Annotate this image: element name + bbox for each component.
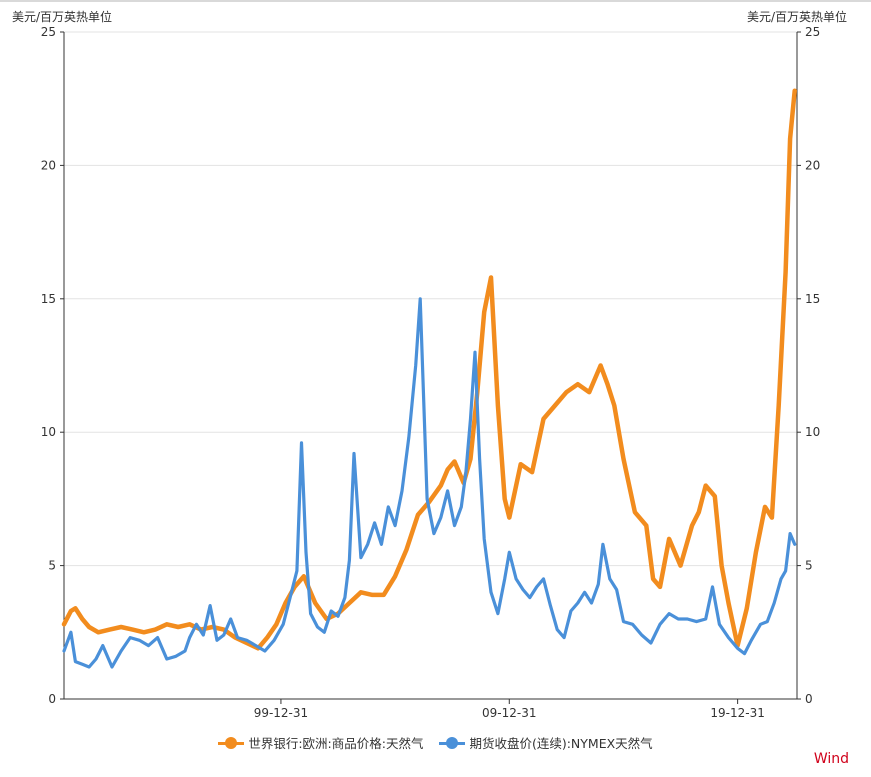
x-tick-label-19-12-31: 19-12-31 (710, 706, 764, 720)
y-tick-label-left-5: 5 (48, 559, 56, 573)
y-tick-label-right-5: 5 (805, 559, 813, 573)
y-tick-label-right-20: 20 (805, 158, 820, 172)
series-line-1 (62, 297, 797, 669)
y-tick-label-left-20: 20 (41, 158, 56, 172)
y-tick-label-left-25: 25 (41, 25, 56, 39)
y-axis-left-unit: 美元/百万英热单位 (12, 10, 113, 24)
chart-legend: 世界银行:欧洲:商品价格:天然气 期货收盘价(连续):NYMEX天然气 (0, 733, 871, 752)
x-tick-label-09-12-31: 09-12-31 (482, 706, 536, 720)
y-tick-label-right-15: 15 (805, 292, 820, 306)
y-tick-label-right-25: 25 (805, 25, 820, 39)
y-tick-label-left-15: 15 (41, 292, 56, 306)
y-tick-label-right-10: 10 (805, 425, 820, 439)
x-tick-label-99-12-31: 99-12-31 (254, 706, 308, 720)
y-tick-label-left-10: 10 (41, 425, 56, 439)
y-tick-label-left-0: 0 (48, 692, 56, 706)
series-line-0 (61, 88, 797, 651)
y-axis-right-unit: 美元/百万英热单位 (746, 10, 847, 24)
legend-marker-orange (218, 736, 245, 749)
legend-marker-blue (439, 736, 466, 749)
source-label: Wind (813, 751, 849, 767)
legend-label-nymex-gas: 期货收盘价(连续):NYMEX天然气 (469, 736, 653, 751)
y-tick-label-right-0: 0 (805, 692, 813, 706)
legend-label-europe-gas: 世界银行:欧洲:商品价格:天然气 (248, 736, 424, 751)
legend-item-europe-gas[interactable]: 世界银行:欧洲:商品价格:天然气 (218, 733, 423, 752)
legend-item-nymex-gas[interactable]: 期货收盘价(连续):NYMEX天然气 (439, 733, 653, 752)
top-border (0, 0, 871, 2)
